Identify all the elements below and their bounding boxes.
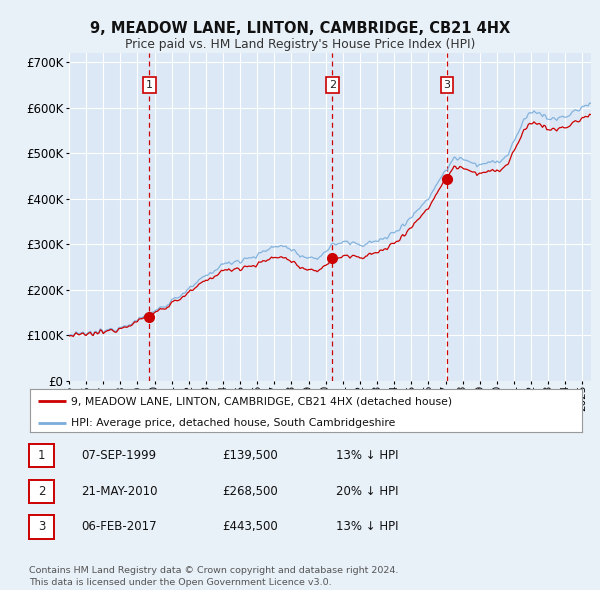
Text: 3: 3 xyxy=(38,520,45,533)
Text: £268,500: £268,500 xyxy=(222,485,278,498)
Text: 13% ↓ HPI: 13% ↓ HPI xyxy=(336,449,398,462)
Text: 06-FEB-2017: 06-FEB-2017 xyxy=(81,520,157,533)
Text: 07-SEP-1999: 07-SEP-1999 xyxy=(81,449,156,462)
Text: 1: 1 xyxy=(38,449,45,462)
Text: 2: 2 xyxy=(38,485,45,498)
Text: 2: 2 xyxy=(329,80,336,90)
Text: 21-MAY-2010: 21-MAY-2010 xyxy=(81,485,157,498)
Text: 20% ↓ HPI: 20% ↓ HPI xyxy=(336,485,398,498)
Text: 9, MEADOW LANE, LINTON, CAMBRIDGE, CB21 4HX: 9, MEADOW LANE, LINTON, CAMBRIDGE, CB21 … xyxy=(90,21,510,35)
Text: Price paid vs. HM Land Registry's House Price Index (HPI): Price paid vs. HM Land Registry's House … xyxy=(125,38,475,51)
Text: 1: 1 xyxy=(146,80,153,90)
Text: Contains HM Land Registry data © Crown copyright and database right 2024.
This d: Contains HM Land Registry data © Crown c… xyxy=(29,566,398,587)
Text: HPI: Average price, detached house, South Cambridgeshire: HPI: Average price, detached house, Sout… xyxy=(71,418,396,428)
Text: £443,500: £443,500 xyxy=(222,520,278,533)
Text: 3: 3 xyxy=(443,80,451,90)
Text: 13% ↓ HPI: 13% ↓ HPI xyxy=(336,520,398,533)
Text: 9, MEADOW LANE, LINTON, CAMBRIDGE, CB21 4HX (detached house): 9, MEADOW LANE, LINTON, CAMBRIDGE, CB21 … xyxy=(71,396,452,407)
Text: £139,500: £139,500 xyxy=(222,449,278,462)
